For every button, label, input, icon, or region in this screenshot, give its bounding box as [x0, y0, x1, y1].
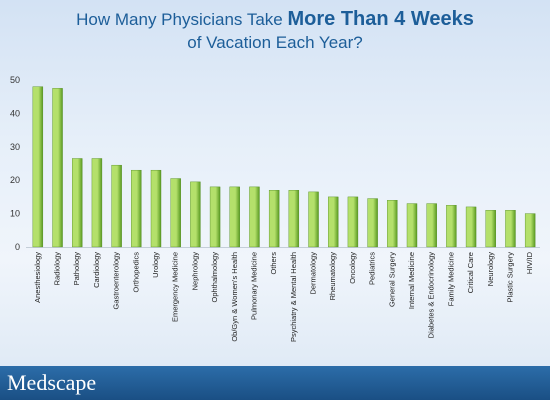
category-label: Nephrology — [190, 252, 199, 291]
bar — [505, 210, 516, 248]
bar — [32, 86, 44, 248]
category-label: Urology — [151, 252, 160, 278]
y-tick-label: 20 — [10, 175, 20, 185]
title-part-1: How Many Physicians Take — [76, 10, 288, 29]
category-label: Rheumatology — [328, 252, 337, 301]
category-label: Psychiatry & Mental Health — [289, 252, 298, 342]
category-label: General Surgery — [387, 252, 396, 307]
bar — [52, 88, 63, 248]
bar — [131, 169, 142, 248]
bar — [308, 191, 319, 248]
bar — [426, 203, 437, 248]
category-label: Others — [269, 252, 278, 275]
bar — [288, 190, 300, 248]
bar — [328, 196, 339, 248]
y-tick-label: 10 — [10, 209, 20, 219]
title-line-2: of Vacation Each Year? — [187, 33, 363, 52]
y-axis: 0 10 20 30 40 50 — [10, 75, 20, 252]
category-label: Ob/Gyn & Women's Health — [230, 252, 239, 342]
title-line-1: How Many Physicians Take More Than 4 Wee… — [0, 8, 550, 31]
category-label: Pathology — [72, 252, 81, 286]
bar — [446, 205, 457, 248]
title-emphasis: More Than 4 Weeks — [287, 8, 474, 30]
category-label: Plastic Surgery — [505, 252, 514, 303]
footer-bar: Medscape — [0, 366, 550, 400]
bar — [367, 198, 378, 248]
category-label: Neurology — [486, 252, 495, 286]
category-label: Orthopedics — [131, 252, 140, 293]
chart-title: How Many Physicians Take More Than 4 Wee… — [0, 8, 550, 54]
category-labels: Anesthesiology Radiology Pathology Cardiolo… — [33, 251, 534, 342]
category-label: Emergency Medicine — [171, 252, 180, 322]
bar — [406, 203, 418, 248]
category-label: Critical Care — [466, 252, 475, 293]
bar — [347, 196, 359, 248]
bar — [170, 178, 181, 248]
bar — [72, 158, 83, 248]
bar — [485, 210, 496, 248]
bar — [209, 186, 221, 248]
category-label: Anesthesiology — [33, 252, 42, 303]
y-tick-label: 30 — [10, 142, 20, 152]
category-label: Pediatrics — [368, 252, 377, 285]
bar — [190, 181, 201, 248]
category-label: HIV/ID — [525, 251, 534, 274]
medscape-logo: Medscape — [7, 370, 97, 395]
bar — [249, 186, 260, 248]
category-label: Internal Medicine — [407, 252, 416, 309]
bar — [91, 158, 103, 248]
bar — [465, 206, 477, 248]
category-label: Diabetes & Endocrinology — [427, 252, 436, 339]
bar — [268, 190, 280, 248]
bars — [26, 86, 540, 248]
y-tick-label: 50 — [10, 75, 20, 85]
category-label: Radiology — [53, 252, 62, 286]
y-tick-label: 0 — [15, 242, 20, 252]
category-label: Family Medicine — [446, 252, 455, 306]
bar — [524, 213, 536, 248]
y-tick-label: 40 — [10, 108, 20, 118]
category-label: Oncology — [348, 252, 357, 284]
bar — [111, 164, 122, 248]
category-label: Pulmonary Medicine — [249, 252, 258, 320]
category-label: Gastroenterology — [112, 252, 121, 310]
bar — [387, 200, 398, 248]
bar — [229, 186, 240, 248]
category-label: Dermatology — [309, 252, 318, 295]
bar-chart: 0 10 20 30 40 50 Anesthesiology Radiology Patho… — [10, 75, 540, 342]
bar — [150, 169, 162, 248]
category-label: Cardiology — [92, 252, 101, 288]
category-label: Ophthalmology — [210, 252, 219, 303]
